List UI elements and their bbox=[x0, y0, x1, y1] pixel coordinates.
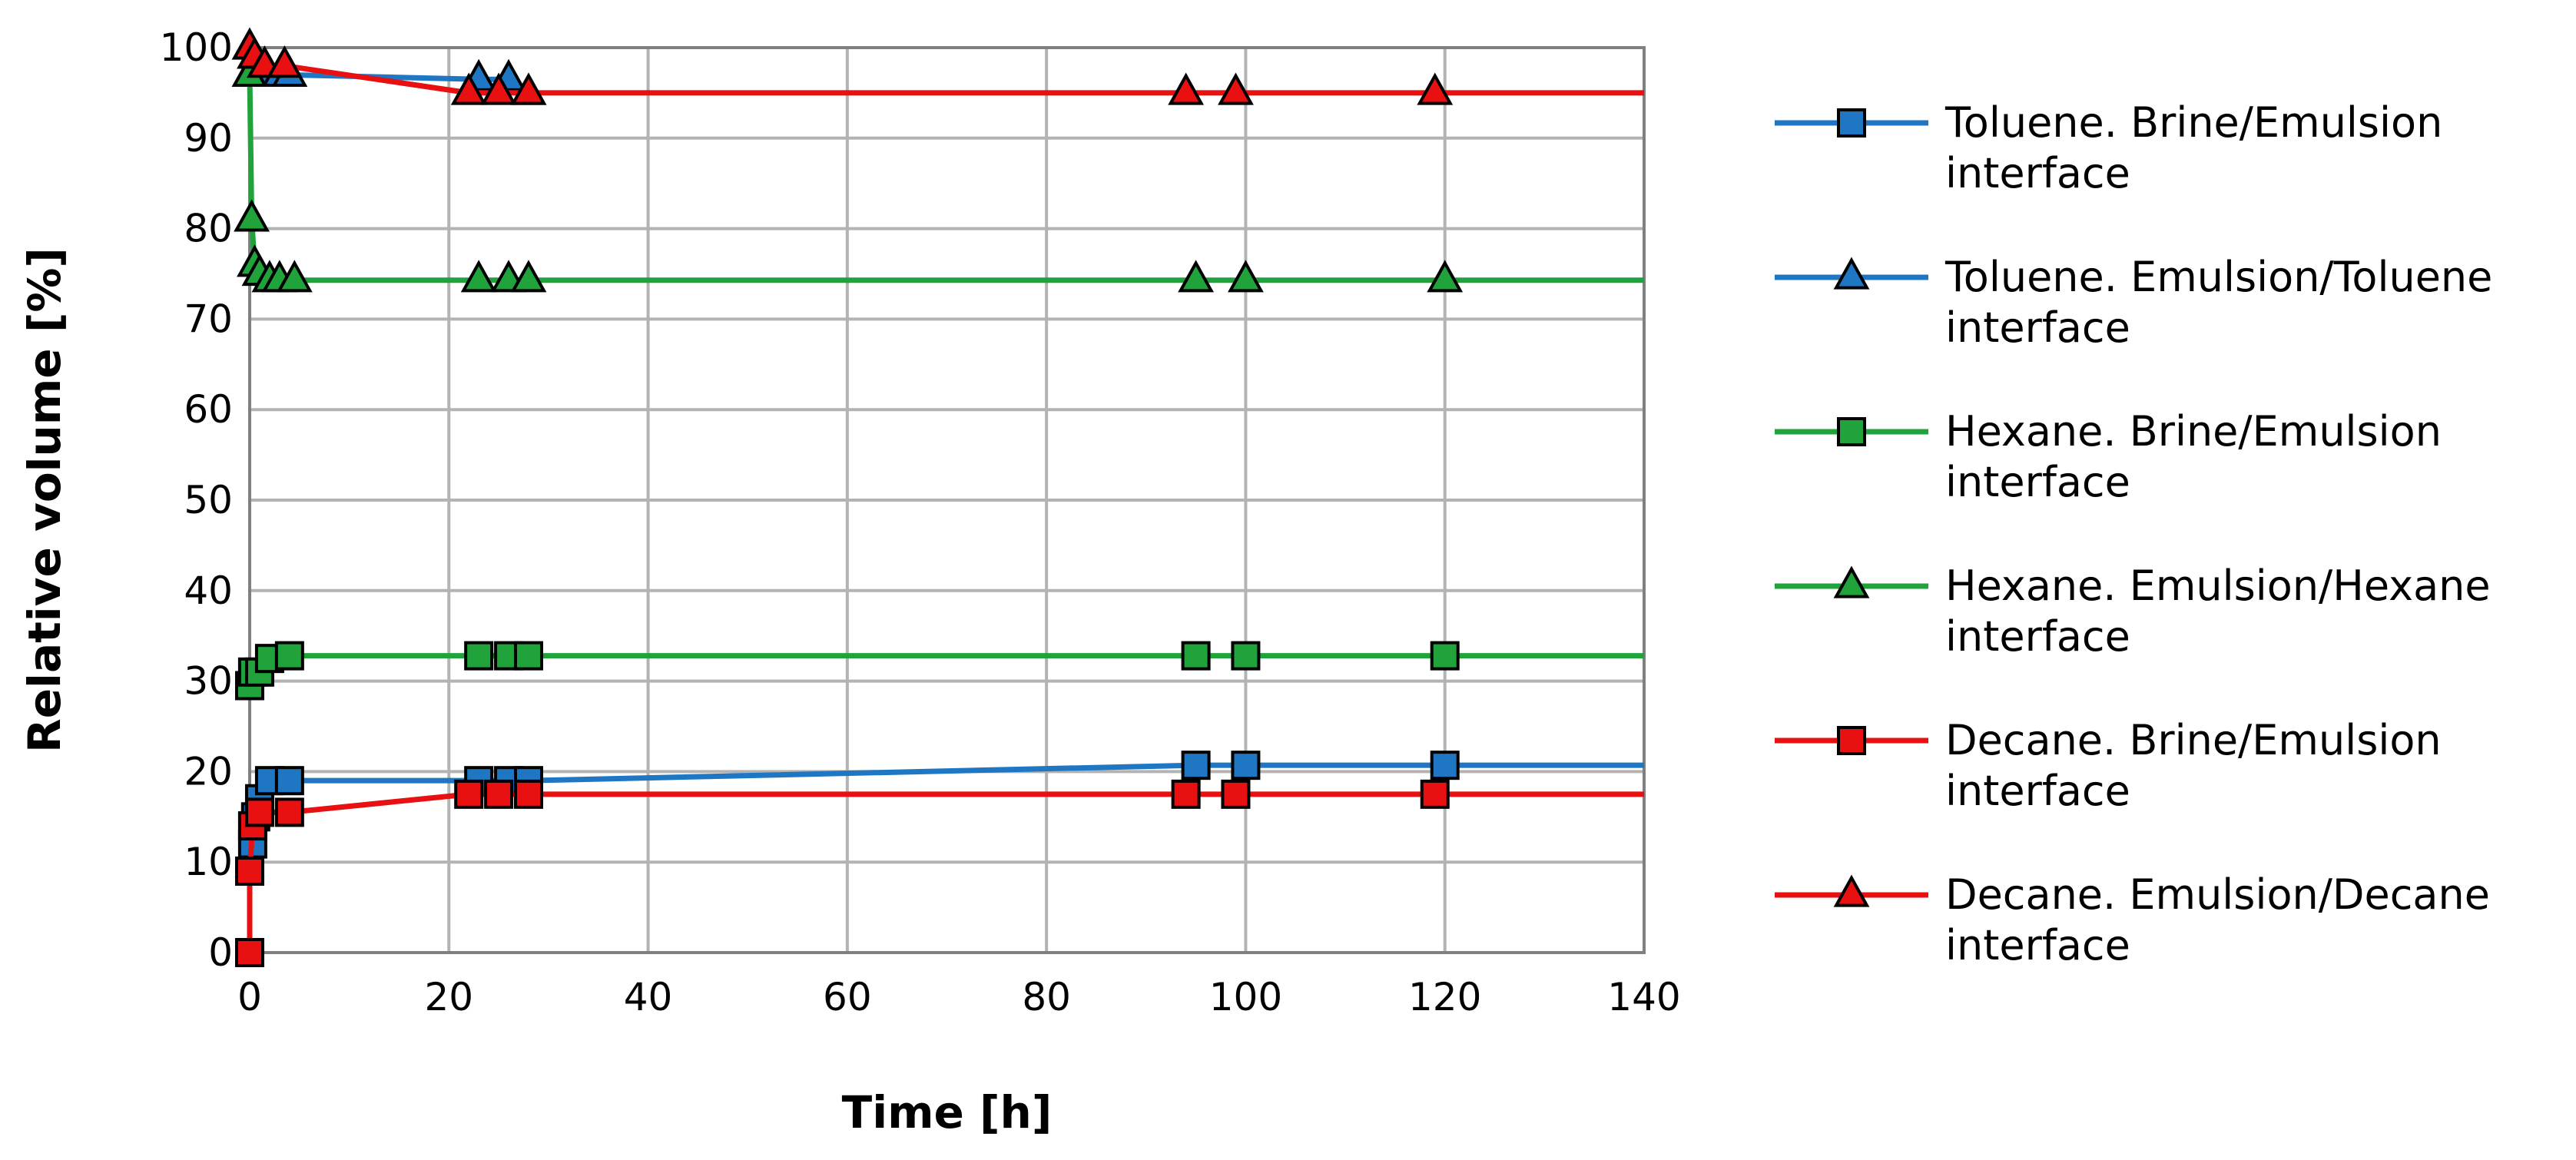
data-point bbox=[1420, 779, 1450, 809]
data-point bbox=[274, 641, 304, 671]
y-tick-label: 80 bbox=[184, 207, 233, 251]
data-point bbox=[266, 45, 303, 78]
y-tick-label: 10 bbox=[184, 840, 233, 884]
data-point bbox=[244, 797, 274, 827]
data-point bbox=[460, 260, 497, 293]
data-point bbox=[1218, 72, 1254, 105]
legend-label: Toluene. Emulsion/Toluene bbox=[1944, 253, 2492, 301]
y-tick-label: 90 bbox=[184, 116, 233, 161]
y-axis-title: Relative volume [%] bbox=[18, 247, 71, 753]
x-tick-label: 80 bbox=[1022, 975, 1071, 1019]
series-3 bbox=[235, 641, 1644, 701]
y-tick-label: 100 bbox=[160, 25, 233, 70]
legend-label: Decane. Emulsion/Decane bbox=[1945, 870, 2490, 919]
legend-label: interface bbox=[1945, 458, 2130, 506]
legend-label: interface bbox=[1945, 303, 2130, 352]
data-point bbox=[235, 938, 264, 967]
data-point bbox=[1171, 779, 1201, 809]
data-point bbox=[510, 260, 547, 293]
x-tick-label: 20 bbox=[424, 975, 473, 1019]
y-tick-label: 50 bbox=[184, 478, 233, 522]
x-tick-label: 60 bbox=[823, 975, 872, 1019]
legend-label: interface bbox=[1945, 921, 2130, 969]
y-tick-label: 40 bbox=[184, 568, 233, 613]
data-point bbox=[1228, 260, 1264, 293]
data-point bbox=[514, 779, 543, 809]
y-tick-label: 20 bbox=[184, 749, 233, 794]
data-point bbox=[1417, 72, 1454, 105]
legend-label: Hexane. Emulsion/Hexane bbox=[1945, 562, 2491, 610]
series-6 bbox=[231, 27, 1644, 105]
data-point bbox=[464, 641, 494, 671]
legend-label: interface bbox=[1945, 767, 2130, 815]
legend-label: Toluene. Brine/Emulsion bbox=[1944, 98, 2442, 147]
series-5 bbox=[235, 779, 1644, 967]
legend: Toluene. Brine/EmulsioninterfaceToluene.… bbox=[1775, 98, 2492, 969]
data-point bbox=[1231, 751, 1261, 781]
data-point bbox=[1181, 751, 1211, 781]
data-point bbox=[450, 72, 487, 105]
data-point bbox=[1231, 641, 1261, 671]
x-tick-label: 100 bbox=[1209, 975, 1282, 1019]
data-point bbox=[1221, 779, 1251, 809]
data-point bbox=[1430, 641, 1460, 671]
series-4 bbox=[231, 54, 1644, 293]
legend-label: Decane. Brine/Emulsion bbox=[1945, 716, 2442, 764]
legend-marker bbox=[1837, 108, 1866, 138]
legend-label: interface bbox=[1945, 149, 2130, 197]
data-point bbox=[276, 260, 313, 293]
data-point bbox=[1168, 72, 1205, 105]
y-tick-label: 0 bbox=[208, 930, 233, 975]
legend-marker bbox=[1833, 565, 1870, 598]
data-point bbox=[484, 779, 514, 809]
legend-marker bbox=[1837, 417, 1866, 446]
data-point bbox=[235, 856, 264, 886]
y-tick-label: 70 bbox=[184, 297, 233, 341]
data-point bbox=[1178, 260, 1215, 293]
x-axis-title: Time [h] bbox=[842, 1086, 1053, 1138]
data-point bbox=[234, 199, 270, 232]
x-tick-label: 120 bbox=[1408, 975, 1481, 1019]
data-point bbox=[514, 641, 543, 671]
series-layer bbox=[231, 27, 1644, 967]
data-point bbox=[274, 766, 304, 796]
plot-area bbox=[248, 46, 1646, 954]
data-point bbox=[1430, 751, 1460, 781]
data-point bbox=[274, 797, 304, 827]
x-tick-label: 40 bbox=[624, 975, 673, 1019]
legend-marker bbox=[1837, 726, 1866, 755]
y-tick-label: 30 bbox=[184, 659, 233, 704]
legend-marker bbox=[1833, 874, 1870, 907]
legend-marker bbox=[1833, 257, 1870, 290]
tick-labels: 0 20 40 60 80 100 120 140 0 10 20 30 40 50 60 70 80 90 100 bbox=[160, 25, 1681, 1019]
x-tick-label: 0 bbox=[237, 975, 262, 1019]
data-point bbox=[454, 779, 484, 809]
legend-label: Hexane. Brine/Emulsion bbox=[1945, 407, 2442, 456]
data-point bbox=[510, 72, 547, 105]
data-point bbox=[480, 72, 517, 105]
legend-label: interface bbox=[1945, 612, 2130, 661]
data-point bbox=[1181, 641, 1211, 671]
x-tick-label: 140 bbox=[1607, 975, 1680, 1019]
y-tick-label: 60 bbox=[184, 387, 233, 432]
data-point bbox=[1427, 260, 1464, 293]
